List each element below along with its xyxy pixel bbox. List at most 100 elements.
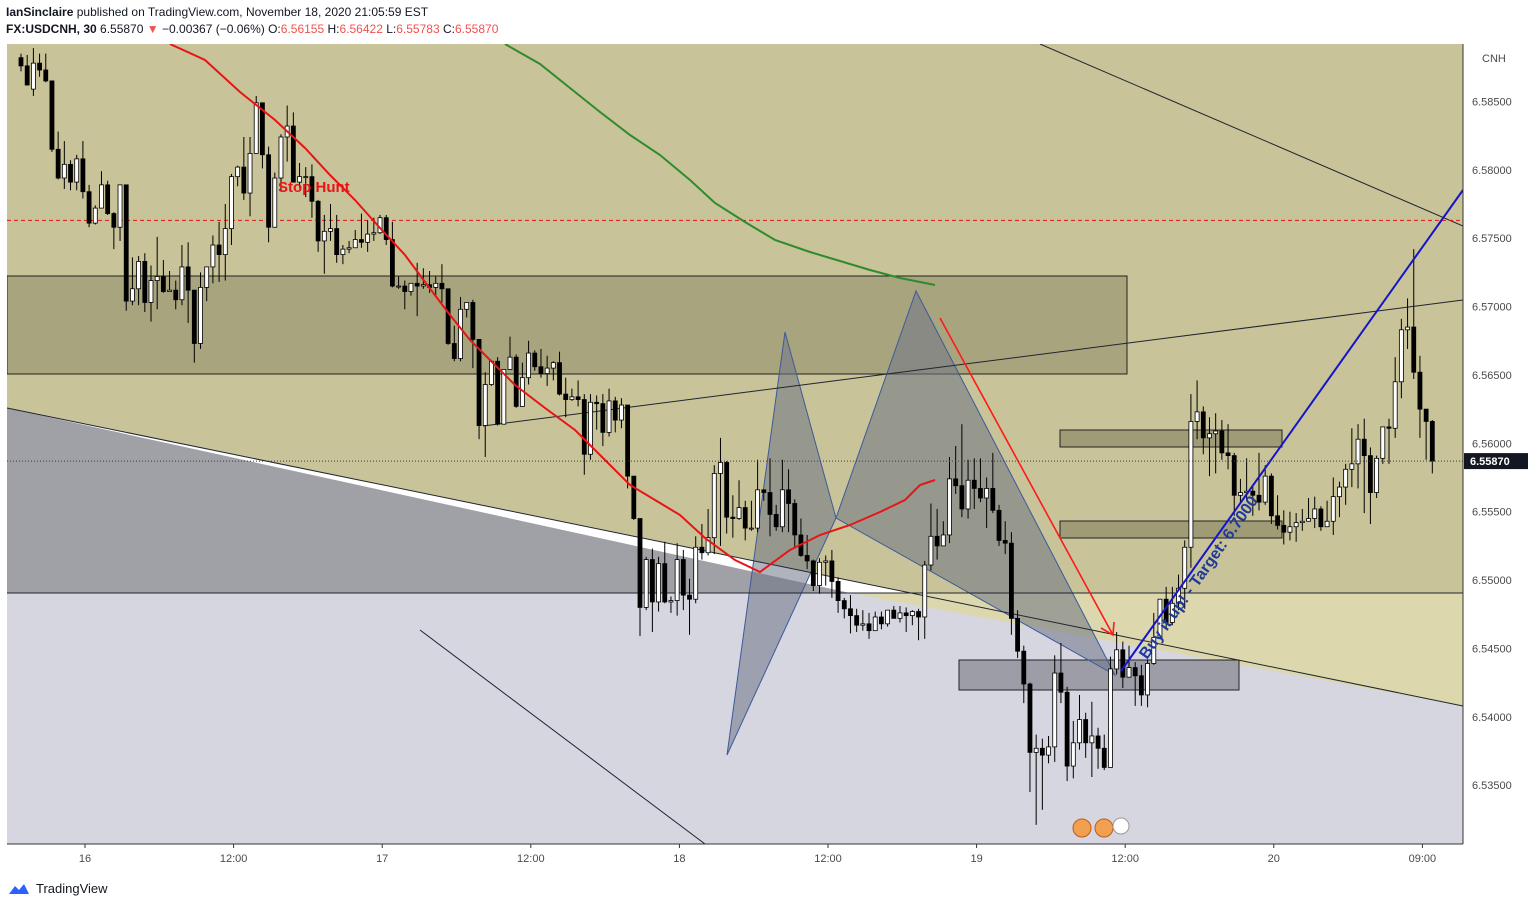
candle[interactable] [482, 372, 488, 457]
candle[interactable] [984, 477, 990, 529]
candle[interactable] [544, 355, 550, 386]
target-line[interactable] [1120, 189, 1463, 672]
candle[interactable] [916, 608, 921, 641]
candle[interactable] [668, 596, 674, 613]
candle[interactable] [1287, 511, 1293, 541]
candle[interactable] [971, 458, 977, 509]
candle[interactable] [1207, 417, 1212, 477]
candle[interactable] [1262, 465, 1268, 505]
candle[interactable] [377, 214, 383, 235]
candle[interactable] [1256, 452, 1262, 511]
candle[interactable] [1033, 734, 1039, 825]
candle[interactable] [1101, 734, 1107, 771]
candle[interactable] [1083, 712, 1089, 758]
candle[interactable] [563, 377, 569, 418]
candle[interactable] [1275, 495, 1280, 530]
candle[interactable] [476, 338, 482, 440]
price-axis[interactable] [1463, 44, 1530, 844]
candle[interactable] [1343, 463, 1349, 505]
projection-arrow[interactable] [939, 317, 1114, 636]
candle[interactable] [835, 577, 841, 613]
candle[interactable] [606, 388, 612, 437]
candle[interactable] [928, 503, 934, 571]
candle[interactable] [1250, 487, 1256, 516]
candle[interactable] [1330, 477, 1336, 535]
candle[interactable] [792, 499, 798, 549]
candle[interactable] [303, 167, 309, 198]
candle[interactable] [1120, 641, 1126, 689]
candle[interactable] [24, 54, 30, 86]
candle[interactable] [1405, 298, 1410, 349]
candle[interactable] [1077, 694, 1082, 750]
candle[interactable] [885, 609, 890, 627]
candle[interactable] [1138, 664, 1144, 706]
trendline-upper[interactable] [1039, 44, 1463, 227]
candle[interactable] [1281, 510, 1287, 545]
candle[interactable] [272, 172, 278, 228]
candle[interactable] [18, 53, 24, 72]
candle[interactable] [1015, 610, 1020, 659]
candle[interactable] [160, 260, 166, 293]
event-flag-icon[interactable] [1072, 817, 1130, 838]
candle[interactable] [1398, 318, 1404, 399]
candle[interactable] [730, 495, 736, 538]
candle[interactable] [581, 394, 587, 475]
candle[interactable] [588, 394, 593, 460]
ema-slow-line[interactable] [504, 44, 936, 286]
candle[interactable] [557, 351, 562, 396]
candle[interactable] [755, 459, 761, 533]
symbol-label[interactable]: FX:USDCNH, 30 [6, 22, 97, 36]
candle[interactable] [959, 424, 965, 518]
candle[interactable] [86, 184, 92, 228]
candle[interactable] [1039, 738, 1045, 810]
candle[interactable] [1324, 500, 1330, 528]
candle[interactable] [222, 204, 228, 281]
zone-box-1[interactable] [1059, 429, 1283, 448]
candle[interactable] [1046, 735, 1051, 764]
candle[interactable] [848, 595, 853, 634]
candle[interactable] [352, 229, 358, 249]
candle[interactable] [773, 504, 779, 531]
candle[interactable] [278, 134, 284, 191]
candle[interactable] [1151, 612, 1157, 665]
candle[interactable] [631, 475, 637, 520]
candle[interactable] [229, 173, 234, 246]
ema-fast-line[interactable] [169, 44, 936, 574]
candle[interactable] [1009, 532, 1014, 635]
candle[interactable] [1368, 447, 1373, 524]
candles-group[interactable] [18, 48, 1435, 825]
candle[interactable] [408, 282, 414, 296]
candle[interactable] [365, 220, 371, 252]
candle[interactable] [767, 458, 773, 537]
candle[interactable] [185, 242, 191, 323]
candle[interactable] [996, 504, 1002, 546]
candle[interactable] [569, 388, 575, 401]
candle[interactable] [879, 611, 884, 630]
candle[interactable] [61, 141, 67, 189]
candle[interactable] [1002, 521, 1008, 555]
candle[interactable] [860, 610, 866, 631]
candle[interactable] [1306, 498, 1311, 522]
candle[interactable] [142, 253, 148, 313]
candle[interactable] [1293, 513, 1299, 542]
candle[interactable] [1231, 452, 1237, 516]
candle[interactable] [49, 80, 55, 153]
candle[interactable] [1299, 508, 1305, 531]
candle[interactable] [260, 102, 265, 169]
candle[interactable] [699, 524, 705, 560]
candle[interactable] [396, 276, 401, 289]
candle[interactable] [711, 465, 717, 555]
candle[interactable] [1108, 656, 1113, 768]
candle[interactable] [736, 480, 742, 520]
candle[interactable] [334, 214, 340, 263]
candle[interactable] [1064, 686, 1070, 782]
candle[interactable] [328, 204, 333, 241]
candle[interactable] [649, 548, 655, 633]
candle[interactable] [1423, 408, 1429, 460]
candle[interactable] [451, 325, 457, 362]
candle[interactable] [1337, 481, 1342, 518]
candle[interactable] [43, 53, 49, 83]
candle[interactable] [1182, 540, 1188, 609]
candle[interactable] [786, 469, 791, 533]
candle[interactable] [1027, 682, 1033, 793]
